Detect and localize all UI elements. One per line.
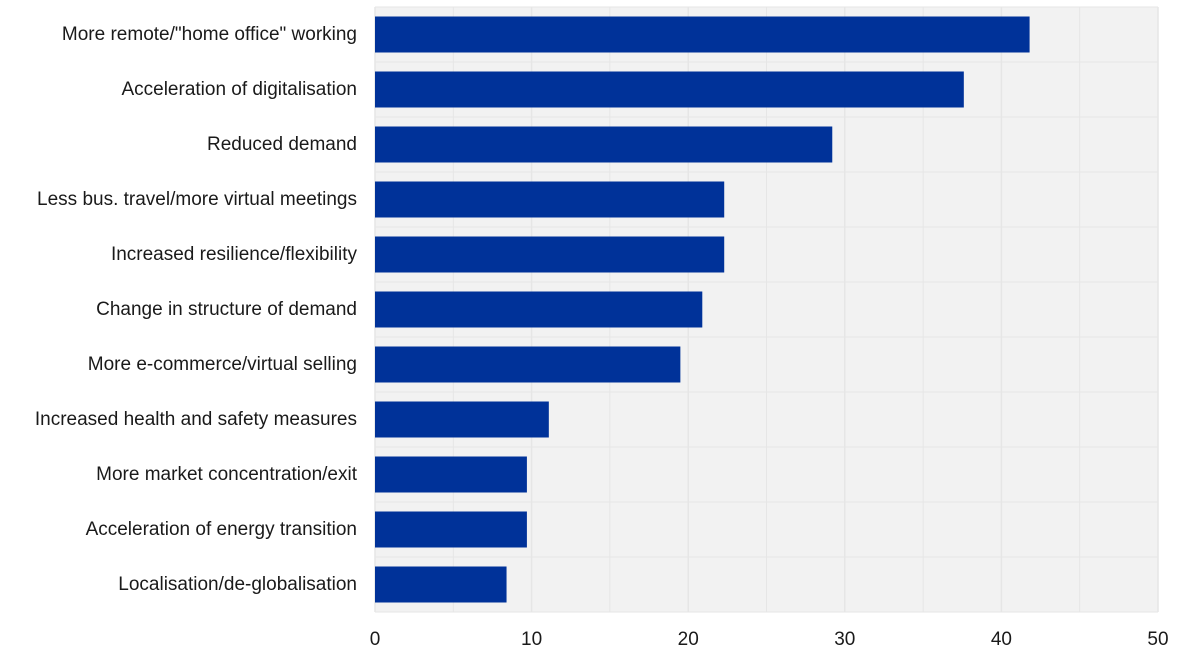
category-label: Reduced demand (207, 134, 357, 155)
bars (375, 16, 1030, 603)
category-label: Less bus. travel/more virtual meetings (37, 189, 357, 210)
category-label: Change in structure of demand (96, 299, 357, 320)
category-label: More e-commerce/virtual selling (88, 354, 357, 375)
x-tick-label: 0 (370, 629, 381, 650)
bar (375, 181, 725, 218)
bar (375, 16, 1030, 53)
bar (375, 346, 681, 383)
category-label: Acceleration of digitalisation (121, 79, 357, 100)
bar (375, 236, 725, 273)
x-tick-label: 30 (834, 629, 855, 650)
x-tick-label: 50 (1147, 629, 1168, 650)
x-tick-label: 20 (678, 629, 699, 650)
category-label: Acceleration of energy transition (86, 519, 357, 540)
category-label: Increased health and safety measures (35, 409, 357, 430)
bar (375, 511, 527, 548)
bar (375, 566, 507, 603)
category-labels: More remote/"home office" working Acceler… (35, 24, 358, 595)
x-axis-tick-labels: 0 10 20 30 40 50 (370, 629, 1169, 650)
bar (375, 71, 964, 108)
category-label: More market concentration/exit (96, 464, 358, 485)
category-label: Localisation/de-globalisation (118, 574, 357, 595)
bar (375, 401, 549, 438)
x-tick-label: 10 (521, 629, 542, 650)
category-label: Increased resilience/flexibility (111, 244, 358, 265)
category-label: More remote/"home office" working (62, 24, 357, 45)
bar (375, 456, 527, 493)
bar (375, 126, 833, 163)
x-tick-label: 40 (991, 629, 1012, 650)
bar (375, 291, 703, 328)
